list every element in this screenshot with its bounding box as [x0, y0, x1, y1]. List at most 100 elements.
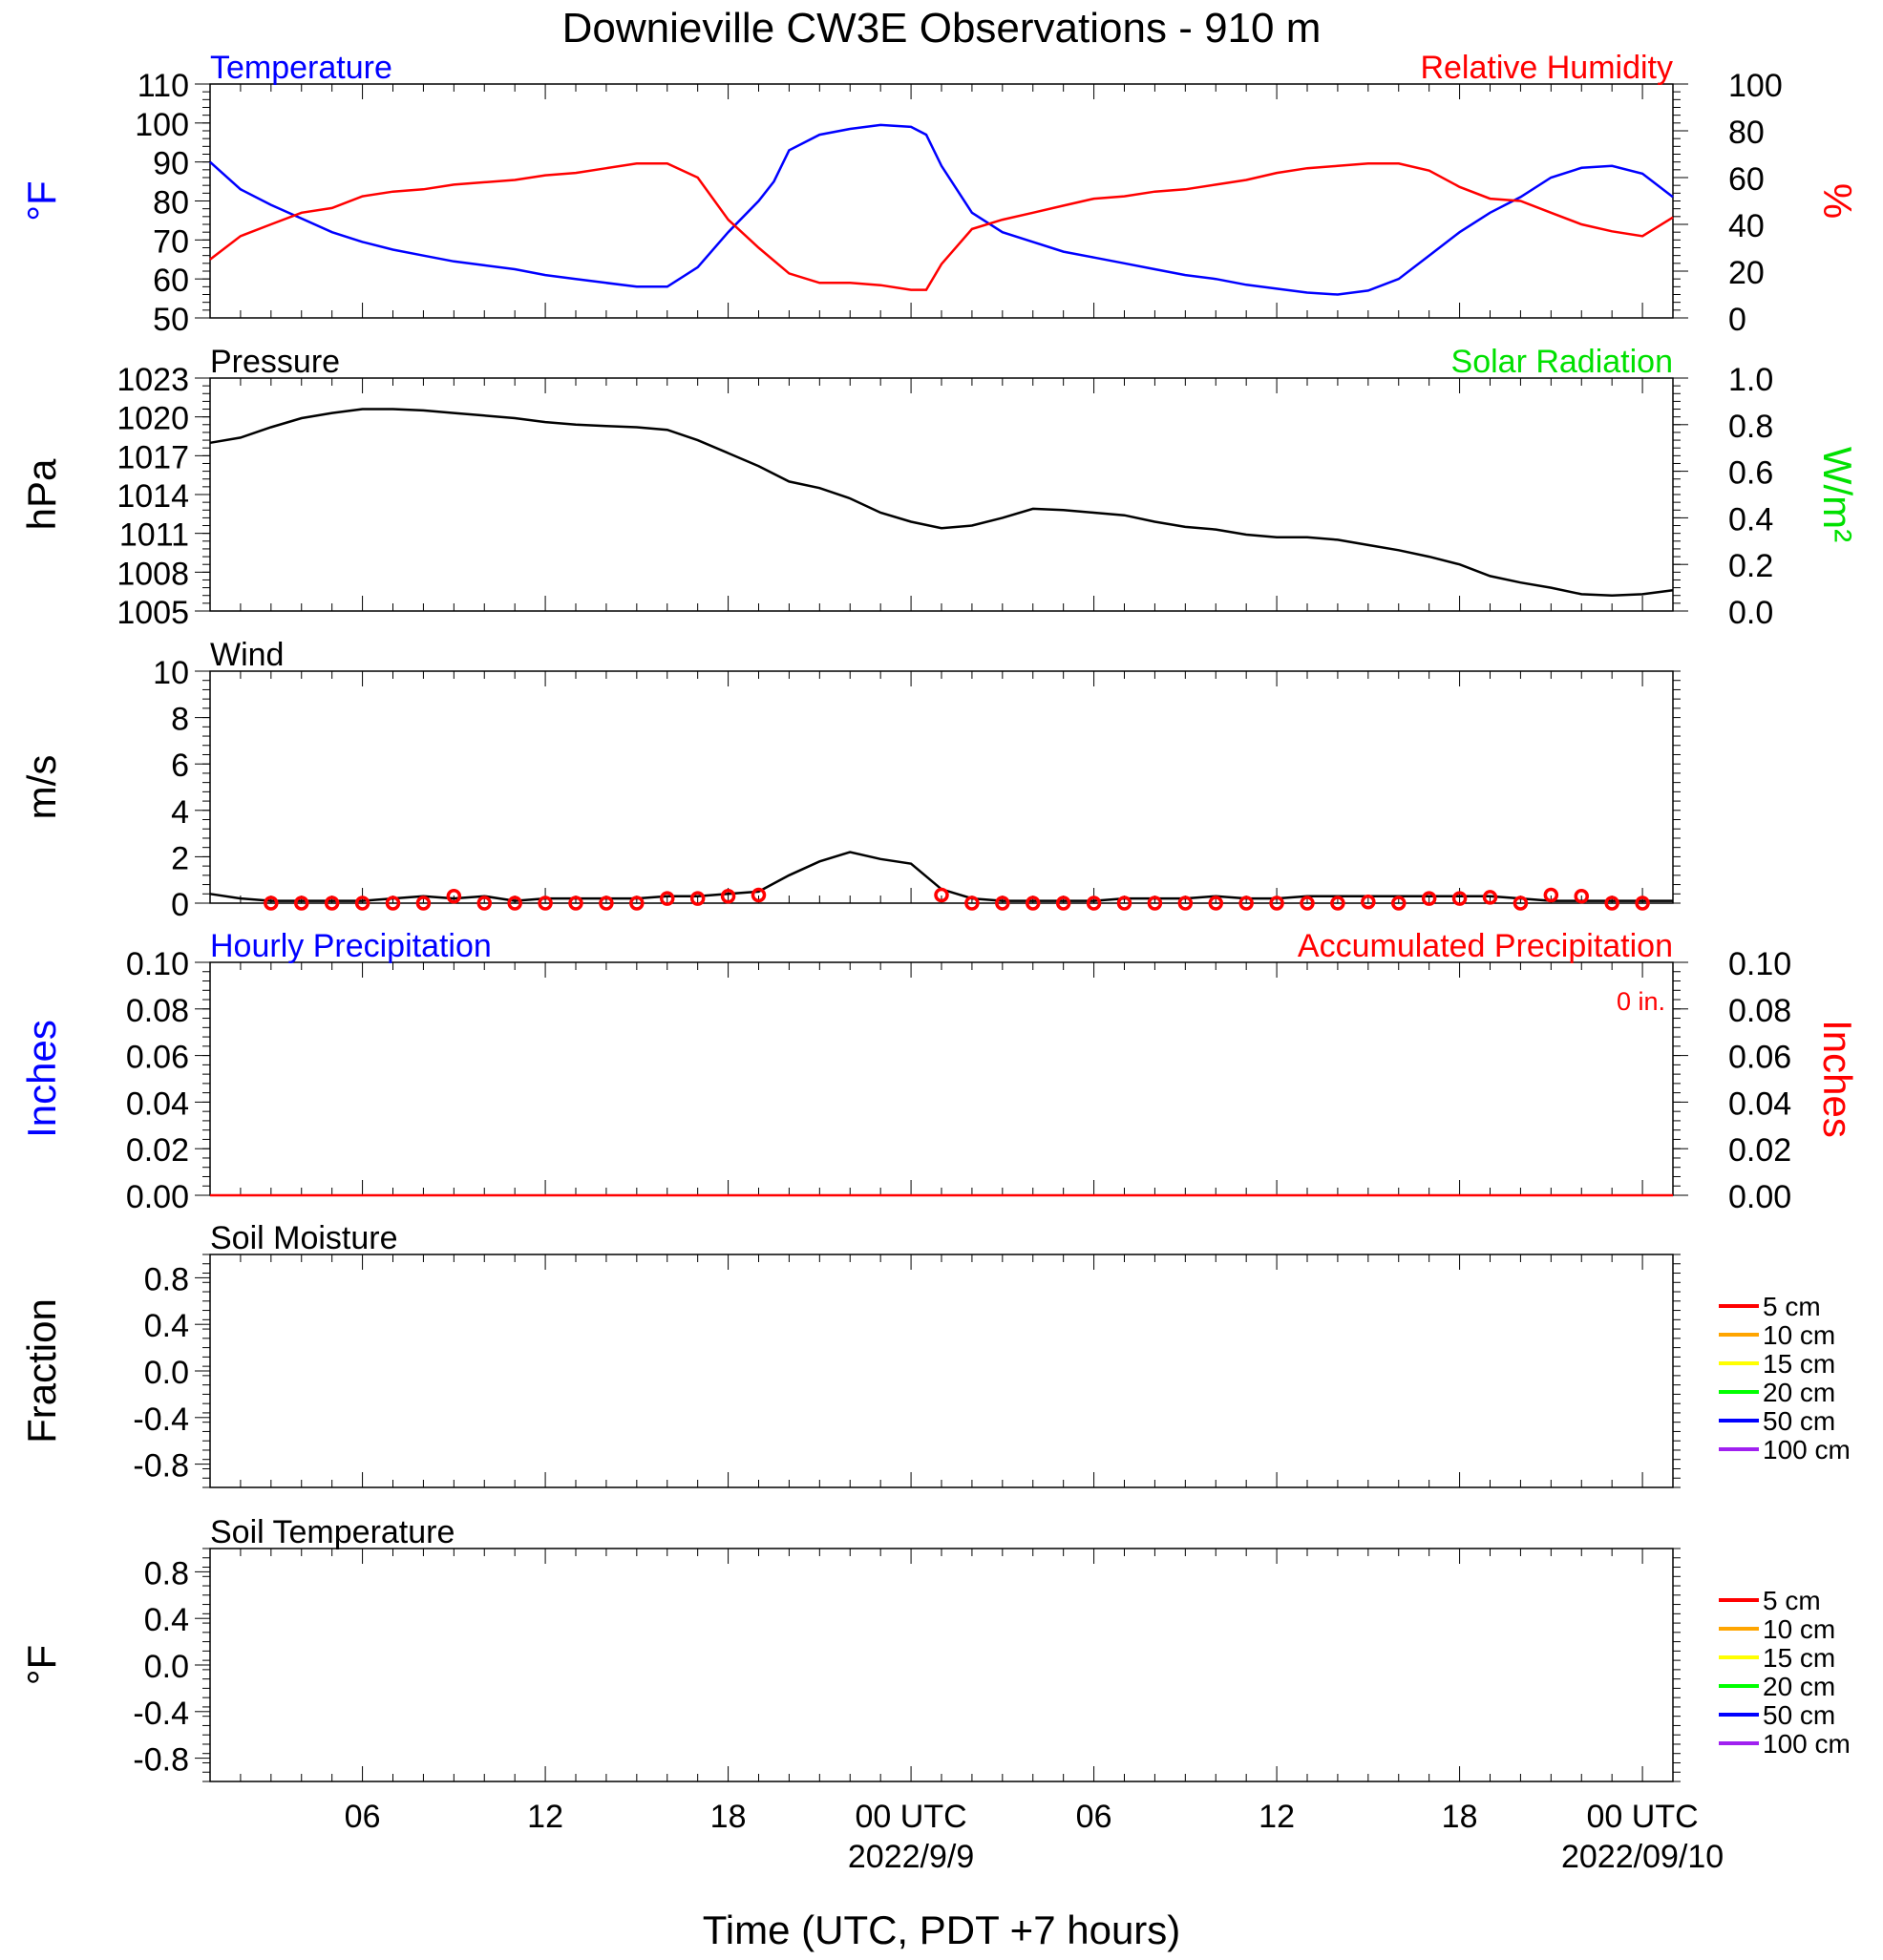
wind-marker	[568, 896, 583, 911]
y-axis-label: Inches	[19, 1020, 64, 1138]
y-tick-label: 110	[138, 68, 189, 104]
legend-label: 15 cm	[1763, 1349, 1835, 1379]
y-right-tick-label: 40	[1728, 208, 1765, 244]
x-date-label: 2022/09/10	[1561, 1839, 1724, 1875]
y-axis-label: hPa	[19, 458, 64, 530]
y-right-tick-label: 0	[1728, 302, 1746, 338]
wind-marker	[538, 896, 553, 911]
y-right-tick-label: 0.8	[1728, 409, 1773, 445]
wind-marker	[324, 896, 340, 911]
wind-marker	[1269, 896, 1284, 911]
y-tick-label: 70	[153, 223, 189, 260]
legend-label: 20 cm	[1763, 1672, 1835, 1701]
wind-marker	[1421, 891, 1437, 906]
wind-marker	[264, 896, 279, 911]
y-right-tick-label: 100	[1728, 68, 1783, 104]
wind-marker	[1238, 896, 1254, 911]
y-tick-label: 0.0	[144, 1649, 189, 1685]
wind-marker	[1147, 896, 1163, 911]
legend-label: 100 cm	[1763, 1729, 1851, 1759]
wind-marker	[1330, 896, 1345, 911]
legend-label: 10 cm	[1763, 1614, 1835, 1644]
wind-marker	[689, 891, 706, 906]
y-tick-label: 80	[153, 185, 189, 221]
y-tick-label: 6	[171, 748, 189, 784]
wind-marker	[1086, 896, 1102, 911]
y-tick-label: 8	[171, 702, 189, 738]
panel-right-title: Relative Humidity	[1420, 50, 1673, 86]
panel-title: Soil Temperature	[210, 1514, 455, 1550]
wind-marker	[720, 888, 736, 904]
y-right-tick-label: 0.4	[1728, 501, 1773, 537]
wind-marker	[660, 891, 675, 906]
y-tick-label: 60	[153, 263, 189, 299]
y-right-tick-label: 0.10	[1728, 946, 1791, 982]
y-tick-label: -0.4	[133, 1696, 189, 1732]
y-right-tick-label: 0.06	[1728, 1040, 1791, 1076]
x-tick-label: 00 UTC	[856, 1799, 967, 1835]
wind-marker	[1635, 896, 1650, 911]
x-tick-label: 18	[710, 1799, 747, 1835]
y-tick-label: 0.8	[144, 1555, 189, 1591]
y-right-tick-label: 0.0	[1728, 595, 1773, 631]
y-right-tick-label: 0.2	[1728, 548, 1773, 584]
wind-marker	[1177, 896, 1194, 911]
wind-marker	[1055, 896, 1071, 911]
y-axis-label: °F	[19, 1645, 64, 1685]
series-line	[209, 162, 1674, 291]
x-date-label: 2022/9/9	[848, 1839, 974, 1875]
y-tick-label: 0.06	[126, 1040, 189, 1076]
y-tick-label: -0.4	[133, 1402, 189, 1438]
x-axis-title: Time (UTC, PDT +7 hours)	[703, 1907, 1181, 1952]
wind-marker	[1361, 895, 1376, 910]
y-axis-right-label: W/m²	[1815, 447, 1860, 542]
y-tick-label: 0.4	[144, 1308, 189, 1344]
y-tick-label: 0.00	[126, 1179, 189, 1215]
panel-title: Soil Moisture	[210, 1220, 398, 1256]
legend-label: 10 cm	[1763, 1320, 1835, 1350]
wind-marker	[415, 896, 432, 911]
wind-marker	[354, 896, 370, 911]
y-right-tick-label: 0.08	[1728, 993, 1791, 1029]
y-right-tick-label: 0.02	[1728, 1132, 1791, 1169]
legend-label: 15 cm	[1763, 1643, 1835, 1673]
x-tick-label: 12	[1259, 1799, 1295, 1835]
y-right-tick-label: 80	[1728, 115, 1765, 151]
y-tick-label: 2	[171, 840, 189, 876]
panel-title: Wind	[210, 637, 284, 673]
wind-marker	[1300, 896, 1315, 911]
series-line	[209, 408, 1674, 597]
legend-label: 5 cm	[1763, 1292, 1821, 1321]
y-tick-label: 0.08	[126, 993, 189, 1029]
legend-label: 50 cm	[1763, 1406, 1835, 1436]
wind-marker	[1451, 891, 1468, 906]
wind-marker	[1208, 896, 1223, 911]
y-right-tick-label: 0.6	[1728, 455, 1773, 492]
y-right-tick-label: 0.00	[1728, 1179, 1791, 1215]
y-axis-right-label: Inches	[1815, 1020, 1860, 1138]
wind-marker	[964, 896, 980, 911]
wind-marker	[1116, 896, 1132, 911]
y-tick-label: 50	[153, 302, 189, 338]
wind-marker	[934, 887, 949, 903]
y-tick-label: 0.0	[144, 1355, 189, 1391]
panel-wind: 0 2 4 6 8 10 Wind m/s	[19, 637, 1681, 923]
y-axis-right-label: %	[1815, 183, 1860, 219]
wind-marker	[446, 888, 462, 904]
panel-precipitation: 0.00 0.02 0.04 0.06 0.08 0.10 0.00 0.02 0.04 0.06…	[19, 928, 1860, 1215]
x-tick-label: 18	[1442, 1799, 1478, 1835]
y-tick-label: 0.04	[126, 1085, 189, 1122]
y-tick-label: 0.4	[144, 1602, 189, 1638]
legend-label: 5 cm	[1763, 1586, 1821, 1615]
wind-marker	[1574, 888, 1589, 904]
wind-marker	[476, 896, 492, 911]
y-tick-label: 1011	[119, 517, 189, 554]
wind-marker	[1482, 890, 1498, 905]
wind-marker	[1391, 896, 1407, 911]
y-tick-label: 100	[135, 107, 189, 143]
wind-marker	[507, 896, 522, 911]
